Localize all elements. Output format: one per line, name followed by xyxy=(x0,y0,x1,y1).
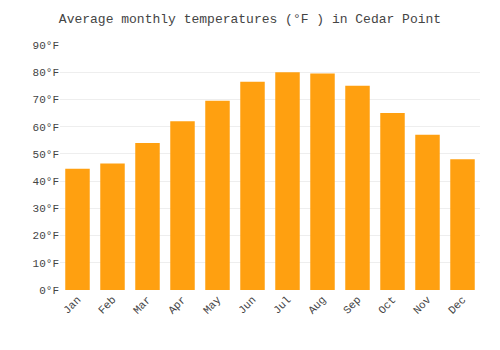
svg-text:0°F: 0°F xyxy=(39,285,59,297)
svg-text:20°F: 20°F xyxy=(33,230,59,242)
svg-text:Jun: Jun xyxy=(236,294,258,316)
svg-text:Average monthly temperatures (: Average monthly temperatures (°F ) in Ce… xyxy=(59,12,441,27)
svg-text:Nov: Nov xyxy=(411,294,434,317)
svg-text:Apr: Apr xyxy=(166,294,188,316)
svg-text:80°F: 80°F xyxy=(33,67,59,79)
svg-text:Jan: Jan xyxy=(61,294,83,316)
svg-text:50°F: 50°F xyxy=(33,149,59,161)
svg-text:30°F: 30°F xyxy=(33,203,59,215)
svg-text:Sep: Sep xyxy=(341,294,363,316)
svg-text:70°F: 70°F xyxy=(33,94,59,106)
svg-text:Aug: Aug xyxy=(306,294,328,316)
svg-text:60°F: 60°F xyxy=(33,122,59,134)
svg-text:Oct: Oct xyxy=(376,294,398,316)
svg-text:10°F: 10°F xyxy=(33,258,59,270)
svg-text:90°F: 90°F xyxy=(33,40,59,52)
svg-text:Jul: Jul xyxy=(271,294,293,316)
svg-text:40°F: 40°F xyxy=(33,176,59,188)
svg-text:May: May xyxy=(201,294,224,317)
svg-text:Mar: Mar xyxy=(131,294,153,316)
svg-text:Feb: Feb xyxy=(96,294,118,316)
svg-text:Dec: Dec xyxy=(446,294,468,316)
